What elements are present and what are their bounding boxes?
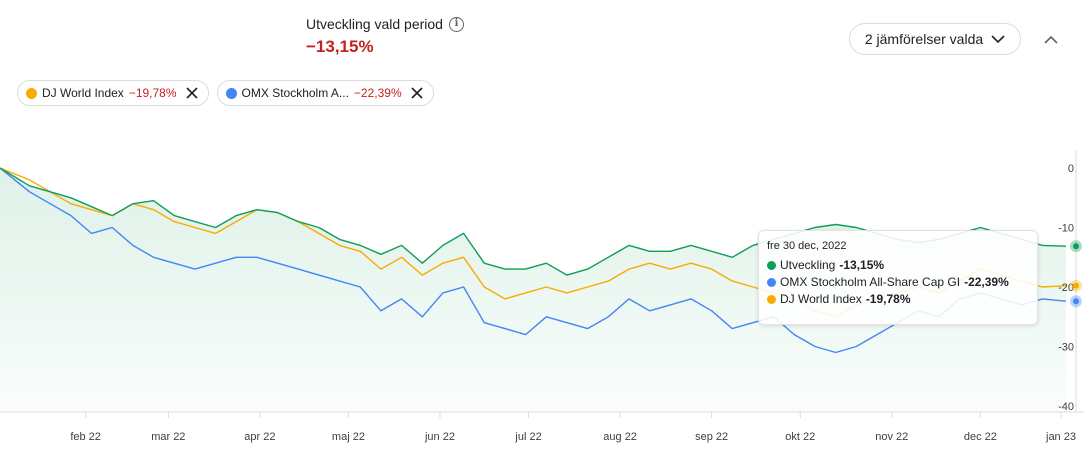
close-icon[interactable] <box>185 87 198 99</box>
chip-dj-world-index[interactable]: DJ World Index −19,78% <box>17 80 209 106</box>
series-end-point-dj-world-index <box>1073 282 1079 289</box>
omx-color-dot <box>767 277 776 287</box>
performance-summary: Utveckling vald period i −13,15% <box>306 16 464 57</box>
series-area-fill <box>0 168 1066 412</box>
tooltip-row-omx: OMX Stockholm All-Share Cap GI -22,39% <box>767 275 1029 289</box>
series-line-omx-stockholm-all-share-cap-gi <box>0 167 1067 354</box>
y-tick-label: -20 <box>1058 282 1074 294</box>
chip-omx-stockholm[interactable]: OMX Stockholm A... −22,39% <box>216 80 434 106</box>
x-tick-label: dec 22 <box>964 431 997 443</box>
y-tick-label: -40 <box>1058 401 1074 413</box>
x-tick-label: maj 22 <box>332 431 365 443</box>
performance-label: Utveckling vald period <box>306 16 443 32</box>
dj-world-color-dot <box>26 87 37 99</box>
tooltip-date: fre 30 dec, 2022 <box>767 240 847 252</box>
close-icon[interactable] <box>411 87 423 99</box>
omx-color-dot <box>225 87 237 99</box>
y-tick-label: -30 <box>1058 342 1074 354</box>
comparisons-label: 2 jämförelser valda <box>864 31 984 47</box>
info-icon[interactable]: i <box>448 16 464 32</box>
utveckling-color-dot <box>767 260 776 270</box>
x-tick-label: nov 22 <box>875 431 908 443</box>
comparison-chips: DJ World Index −19,78% OMX Stockholm A..… <box>17 80 434 106</box>
tooltip-row-utveckling: Utveckling -13,15% <box>767 258 1029 272</box>
series-end-point-omx-stockholm-all-share-cap-gi <box>1073 298 1079 305</box>
x-tick-label: jun 22 <box>424 431 455 443</box>
chip-value: −19,78% <box>128 86 177 100</box>
x-tick-label: sep 22 <box>695 431 728 443</box>
chevron-up-icon <box>1044 35 1058 44</box>
chart-tooltip: fre 30 dec, 2022 Utveckling -13,15% OMX … <box>758 230 1038 325</box>
series-end-point-utveckling <box>1073 243 1079 250</box>
tooltip-series-value: -13,15% <box>839 258 885 272</box>
x-tick-label: apr 22 <box>244 431 275 443</box>
chip-value: −22,39% <box>353 86 402 100</box>
x-tick-label: okt 22 <box>785 431 815 443</box>
x-tick-label: feb 22 <box>70 431 101 443</box>
tooltip-series-name: DJ World Index <box>780 292 862 306</box>
x-tick-label: jul 22 <box>514 431 541 443</box>
y-tick-label: 0 <box>1068 163 1074 175</box>
performance-value: −13,15% <box>306 37 374 56</box>
tooltip-series-name: OMX Stockholm All-Share Cap GI <box>780 275 961 289</box>
tooltip-row-dj-world: DJ World Index -19,78% <box>767 292 1029 306</box>
chip-name: OMX Stockholm A... <box>241 86 349 100</box>
chevron-down-icon <box>991 34 1005 43</box>
chip-name: DJ World Index <box>42 86 124 100</box>
tooltip-series-value: -22,39% <box>964 275 1009 289</box>
dj-world-color-dot <box>767 294 776 304</box>
x-tick-label: jan 23 <box>1045 431 1076 443</box>
y-tick-label: -10 <box>1058 223 1074 235</box>
tooltip-series-value: -19,78% <box>865 292 911 306</box>
tooltip-series-name: Utveckling <box>780 258 836 272</box>
x-tick-label: aug 22 <box>603 431 637 443</box>
collapse-button[interactable] <box>1040 28 1062 50</box>
x-tick-label: mar 22 <box>151 431 185 443</box>
comparisons-dropdown-button[interactable]: 2 jämförelser valda <box>849 23 1021 55</box>
